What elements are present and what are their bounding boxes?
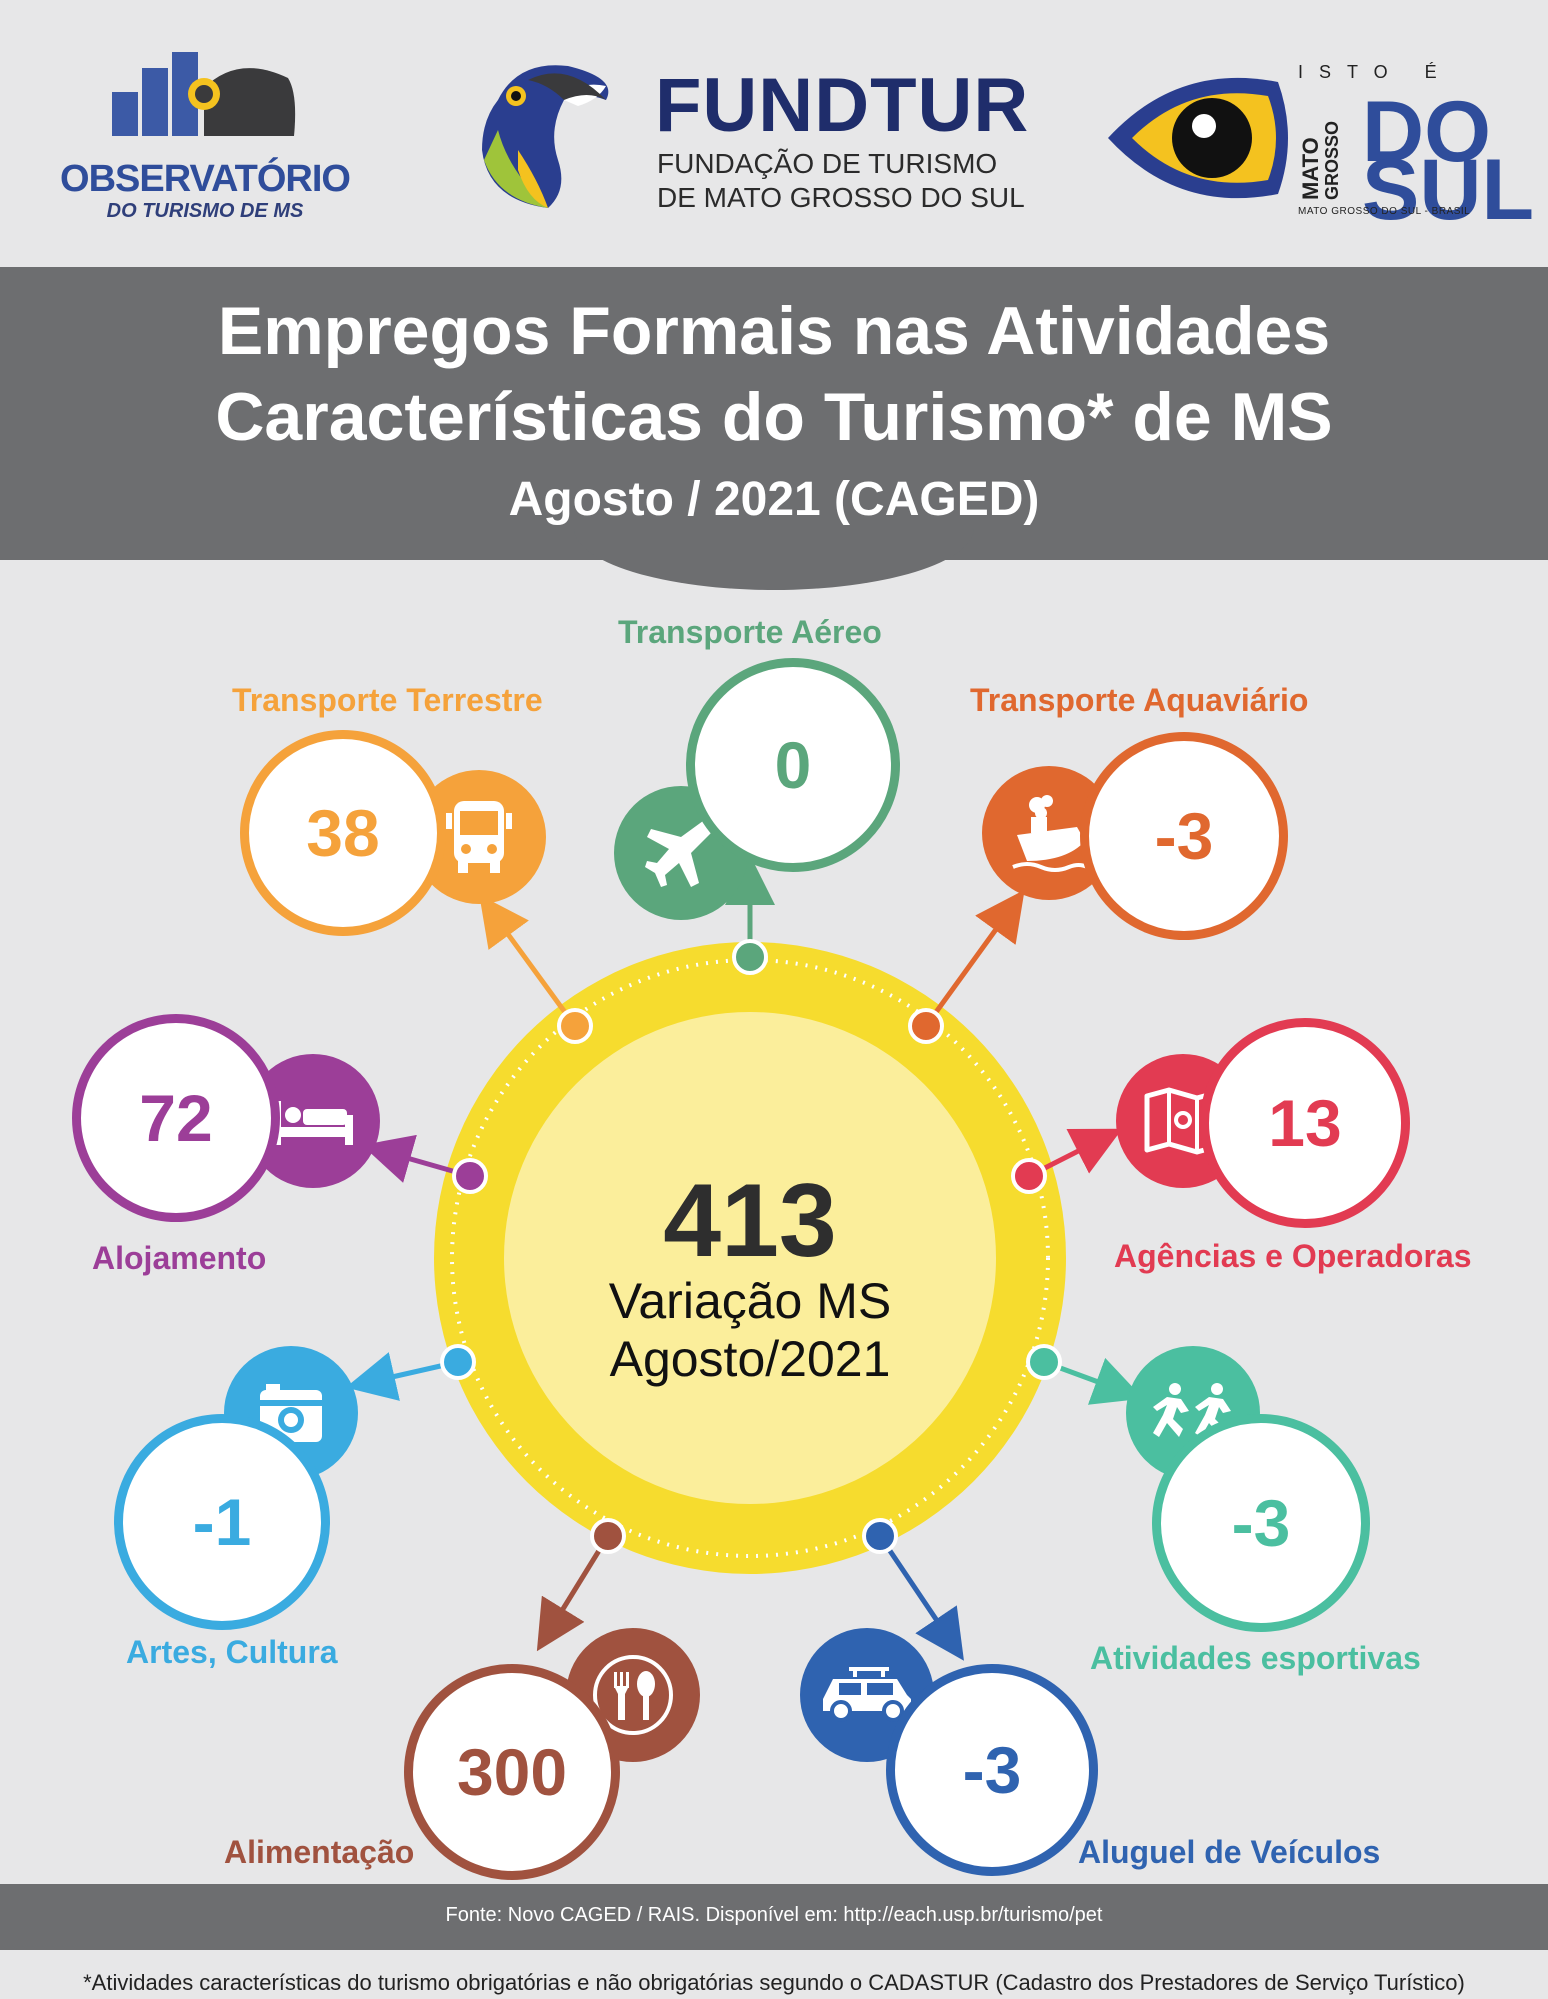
- label-agencias: Agências e Operadoras: [1114, 1238, 1472, 1274]
- value-circle-alimentacao: 300: [404, 1664, 620, 1880]
- ms-footer: MATO GROSSO DO SUL - BRASIL: [1298, 206, 1471, 217]
- connector-alimentacao: [536, 1534, 611, 1652]
- label-alojamento: Alojamento: [92, 1240, 267, 1276]
- ms-isto-e: ISTO É: [1298, 62, 1453, 82]
- node-alojamento: [452, 1158, 488, 1194]
- value-circle-alojamento: 72: [72, 1014, 280, 1222]
- fundtur-subtitle-2: DE MATO GROSSO DO SUL: [657, 182, 1025, 213]
- page-title-line-2: Características do Turismo* de MS: [215, 379, 1333, 455]
- node-agencias: [1011, 1158, 1047, 1194]
- value-circle-esportivas: -3: [1152, 1414, 1370, 1632]
- ms-eye-icon: [1108, 77, 1288, 199]
- total-variation-value: 413: [663, 1163, 837, 1279]
- label-artes: Artes, Cultura: [126, 1634, 338, 1670]
- label-aquaviario: Transporte Aquaviário: [970, 682, 1309, 718]
- ms-sul: SUL: [1362, 142, 1534, 238]
- page-subtitle: Agosto / 2021 (CAGED): [508, 473, 1040, 526]
- hub-inner-disc: [504, 1012, 996, 1504]
- value-circle-aluguel: -3: [886, 1664, 1098, 1876]
- fundtur-name: FUNDTUR: [655, 63, 1030, 148]
- total-variation-label-2: Agosto/2021: [609, 1331, 891, 1387]
- value-circle-aereo: 0: [686, 658, 900, 872]
- total-variation-label-1: Variação MS: [608, 1273, 892, 1329]
- node-alimentacao: [590, 1518, 626, 1554]
- label-esportivas: Atividades esportivas: [1090, 1640, 1421, 1676]
- value-circle-terrestre: 38: [240, 730, 446, 936]
- bed-icon: [273, 1101, 353, 1145]
- node-aereo: [732, 939, 768, 975]
- label-alimentacao: Alimentação: [224, 1834, 415, 1870]
- footer-bar: [0, 1884, 1548, 1950]
- observatorio-subtitle: DO TURISMO DE MS: [106, 200, 304, 222]
- car-icon: [823, 1667, 911, 1722]
- svg-text:GROSSO: GROSSO: [1322, 121, 1340, 200]
- ms-mato-grosso-vertical: MATO GROSSO: [1300, 121, 1340, 200]
- label-aluguel: Aluguel de Veículos: [1078, 1834, 1381, 1870]
- source-note: Fonte: Novo CAGED / RAIS. Disponível em:…: [445, 1904, 1103, 1926]
- ms-do: DO: [1362, 84, 1491, 180]
- svg-text:MATO: MATO: [1300, 137, 1323, 200]
- esportivas-icon-badge: [1126, 1346, 1260, 1480]
- node-aluguel: [862, 1518, 898, 1554]
- connector-aquaviario: [923, 889, 1025, 1028]
- ship-icon: [1012, 795, 1088, 872]
- fundtur-subtitle-1: FUNDAÇÃO DE TURISMO: [657, 148, 998, 179]
- cutlery-icon: [593, 1655, 673, 1735]
- fundtur-toucan-icon: [482, 65, 609, 208]
- value-circle-agencias: 13: [1200, 1018, 1410, 1228]
- bus-icon: [446, 801, 512, 873]
- value-circle-artes: -1: [114, 1414, 330, 1630]
- label-terrestre: Transporte Terrestre: [232, 682, 543, 718]
- observatorio-logo-icon: [112, 52, 296, 136]
- node-terrestre: [557, 1008, 593, 1044]
- observatorio-name: OBSERVATÓRIO: [60, 158, 351, 200]
- label-aereo: Transporte Aéreo: [618, 614, 882, 650]
- footnote: *Atividades características do turismo o…: [83, 1970, 1465, 1995]
- node-aquaviario: [908, 1008, 944, 1044]
- value-circle-aquaviario: -3: [1080, 732, 1288, 940]
- node-esportivas: [1026, 1344, 1062, 1380]
- hub-dotted-ring: [450, 958, 1050, 1558]
- connector-terrestre: [479, 894, 578, 1028]
- node-artes: [440, 1344, 476, 1380]
- page-title-line-1: Empregos Formais nas Atividades: [217, 293, 1331, 369]
- connector-aluguel: [877, 1534, 964, 1661]
- airplane-icon: [645, 821, 713, 887]
- title-banner: [0, 267, 1548, 560]
